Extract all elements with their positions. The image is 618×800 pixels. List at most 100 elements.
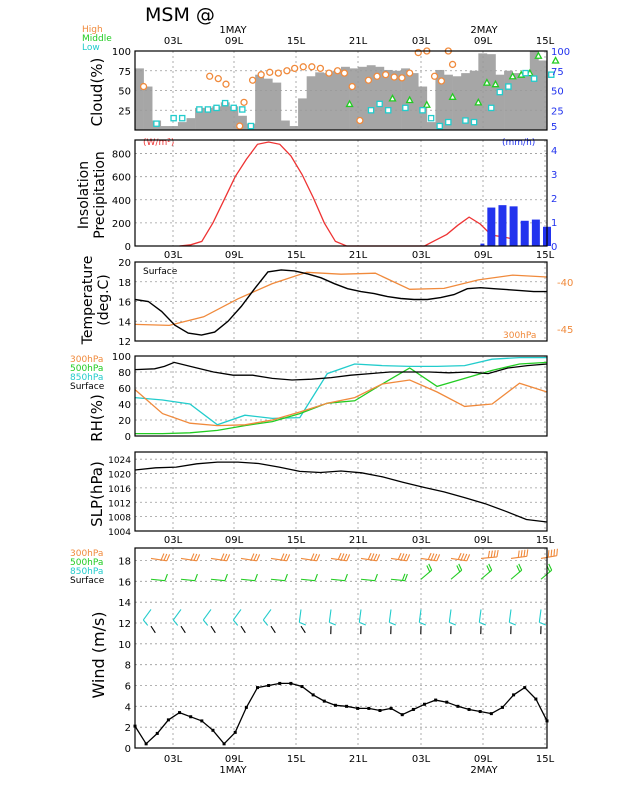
wind-barb-300 (193, 553, 198, 561)
wind-barb-300 (286, 554, 291, 562)
wind-barb-500 (401, 573, 406, 581)
cloud-total-bar (349, 68, 359, 130)
cloud-middle-marker (482, 78, 492, 86)
insol-ytick-left-3: 600 (112, 173, 131, 184)
cloud-low-marker (239, 106, 246, 113)
wind-barb-500 (254, 573, 258, 581)
wind-ytick-8: 16 (118, 577, 131, 588)
wind-barb-850 (262, 609, 272, 621)
cloud-high-marker (398, 74, 406, 82)
cloud-low-marker (376, 100, 383, 108)
wind-surface-marker (144, 742, 148, 746)
slp-ytick-3: 1016 (108, 485, 131, 495)
rh-legend-500: 500hPa (70, 364, 103, 374)
cloud-total-bar (521, 76, 531, 130)
rh-ytick-2: 40 (118, 400, 131, 411)
cloud-middle-marker (474, 97, 483, 106)
wind-barb-850 (232, 609, 242, 621)
rh-legend-850: 850hPa (70, 373, 103, 383)
wind-barb-500 (458, 563, 463, 571)
wind-barb-300 (547, 550, 550, 558)
cloud-high-marker (266, 68, 274, 76)
wind-barb-500 (150, 578, 165, 582)
temperature-frame (134, 261, 548, 342)
cloud-total-bar (469, 70, 479, 130)
wind-barb-850 (359, 621, 367, 626)
precip-bar (509, 206, 518, 246)
cloud-high-marker (206, 72, 214, 80)
cloud-high-marker (236, 122, 244, 130)
cloud-low-marker (445, 118, 452, 126)
wind-xtick-0: 03L (164, 754, 183, 765)
wind-barb-300 (343, 553, 348, 561)
wind-barb-surface (180, 625, 186, 634)
wind-ytick-2: 4 (125, 702, 131, 713)
wind-barb-850 (172, 619, 179, 626)
insolation-ylabel-1: Insolation (76, 161, 92, 229)
wind-barb-300 (160, 553, 165, 561)
cloud-low-marker (153, 120, 160, 127)
temp-surface-line (134, 269, 547, 336)
wind-barb-300 (493, 550, 496, 558)
wind-surface-marker (255, 686, 259, 690)
wind-barb-850 (142, 619, 149, 626)
cloud-frame (134, 50, 548, 131)
temp-ytick-left-0: 12 (118, 337, 131, 348)
rh-ytick-0: 0 (125, 432, 131, 443)
wind-surface-marker (311, 693, 315, 697)
precip-bar (480, 243, 485, 246)
cloud-low-marker (470, 118, 478, 126)
wind-barb-300 (556, 548, 558, 556)
wind-barb-300 (397, 552, 402, 560)
cloud-low-marker (548, 71, 555, 78)
rh-ytick-4: 80 (118, 368, 131, 379)
wind-surface-marker (534, 697, 538, 701)
cloud-total-bar (195, 107, 204, 130)
cloud-low-marker (436, 122, 443, 130)
wind-surface-marker (356, 706, 360, 710)
wind-barb-500 (224, 573, 228, 581)
insol-ytick-left-4: 800 (112, 150, 131, 161)
cloud-legend-low: Low (82, 43, 100, 53)
wind-barb-850 (202, 609, 212, 621)
wind-surface-marker (211, 728, 215, 732)
cloud-ytick-left-1: 50 (118, 87, 131, 98)
wind-surface-marker (389, 706, 393, 710)
wind-barb-300 (550, 549, 553, 557)
wind-xtick-2: 15L (287, 754, 306, 765)
wind-barb-500 (194, 573, 198, 581)
wind-barb-300 (256, 554, 261, 562)
top-xtick-5: 09L (474, 36, 493, 47)
cloud-high-marker (406, 69, 414, 77)
insol-xtick-6: 15L (536, 250, 555, 261)
wind-barb-850 (329, 621, 337, 626)
cloud-high-marker (390, 73, 398, 81)
wind-surface-marker (467, 707, 471, 711)
insol-xtick-0: 03L (164, 250, 183, 261)
wind-surface-marker (434, 698, 438, 702)
cloud-high-marker (257, 71, 265, 79)
cloud-total-bar (238, 115, 247, 130)
rh-surface-line (134, 361, 548, 381)
wind-barb-500 (164, 573, 168, 581)
wind-barb-300 (373, 553, 378, 561)
slp-ytick-0: 1004 (108, 528, 131, 538)
cloud-total-bar (263, 78, 273, 130)
wind-barb-500 (344, 573, 348, 581)
wind-surface-marker (456, 704, 460, 708)
wind-barb-500 (360, 578, 375, 582)
wind-ytick-5: 10 (118, 640, 131, 651)
insol-ytick-right-1: 1 (551, 218, 557, 229)
precip-bar (498, 205, 507, 246)
cloud-total-bar (332, 70, 342, 130)
rh-legend-300: 300hPa (70, 355, 103, 365)
top-xtick-1: 09L (225, 36, 244, 47)
wind-barb-500 (180, 578, 195, 582)
wind-barb-300 (463, 553, 468, 561)
wind-surface-marker (244, 705, 248, 709)
insol-xtick-2: 15L (287, 250, 306, 261)
wind-barb-300 (466, 554, 471, 562)
temperature-ylabel-1: Temperature (80, 256, 96, 346)
temp-ytick-left-1: 14 (118, 317, 131, 328)
cloud-middle-marker (491, 79, 500, 88)
